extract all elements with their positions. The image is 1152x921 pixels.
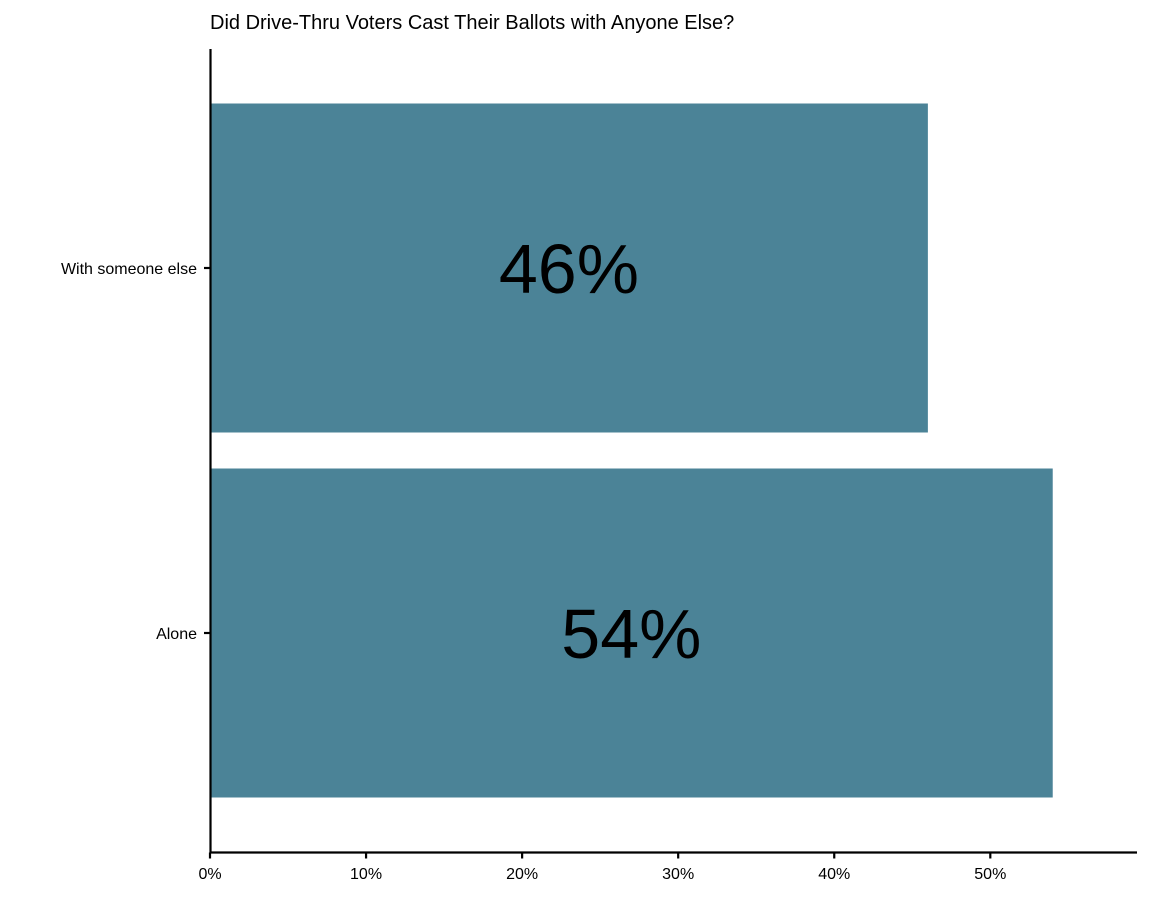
x-tick-label: 0% [198, 866, 221, 883]
data-labels: 46% 54% [499, 230, 702, 673]
x-tick-label: 30% [662, 866, 694, 883]
y-tick-label: Alone [156, 626, 197, 643]
x-tick-label: 50% [974, 866, 1006, 883]
y-axis-ticks: With someone else Alone [61, 261, 210, 643]
x-axis-ticks: 0% 10% 20% 30% 40% 50% [198, 852, 1006, 883]
y-tick-label: With someone else [61, 261, 197, 278]
x-tick-label: 40% [818, 866, 850, 883]
axes [209, 49, 1137, 854]
bar [210, 103, 928, 433]
x-tick-label: 10% [350, 866, 382, 883]
x-tick-label: 20% [506, 866, 538, 883]
data-label: 54% [561, 595, 701, 673]
bars [210, 103, 1053, 798]
bar [210, 468, 1053, 798]
data-label: 46% [499, 230, 639, 308]
chart-title: Did Drive-Thru Voters Cast Their Ballots… [210, 12, 734, 34]
